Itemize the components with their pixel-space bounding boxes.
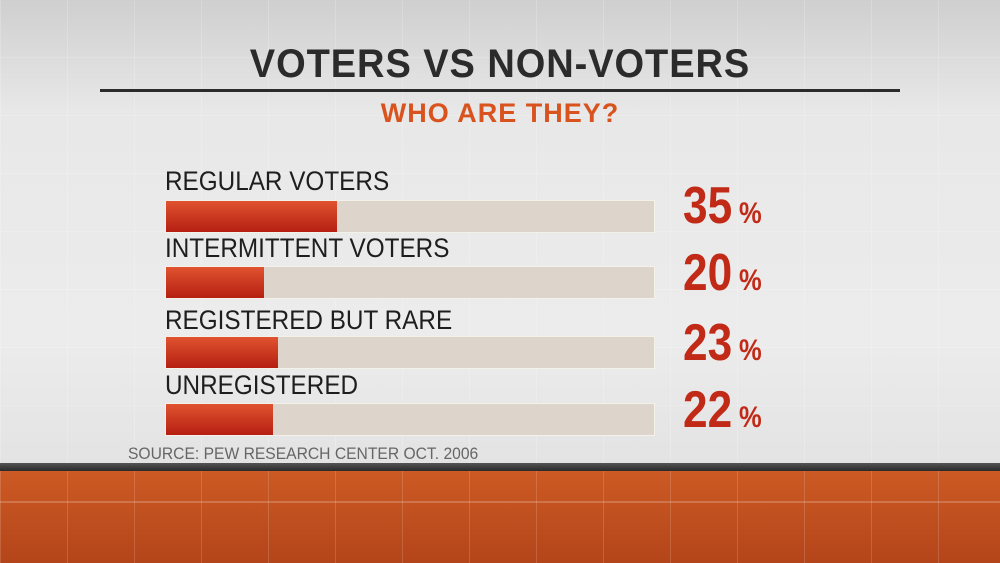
bar (166, 337, 279, 368)
bar-label: REGULAR VOTERS (165, 166, 390, 196)
bar-track (165, 403, 655, 436)
percent-sign: % (738, 197, 762, 230)
separator (0, 463, 1000, 471)
source-note: SOURCE: PEW RESEARCH CENTER OCT. 2006 (128, 444, 479, 463)
chart-title: VOTERS VS NON-VOTERS (249, 42, 751, 86)
percent-sign: % (738, 264, 762, 297)
bar (166, 267, 264, 298)
value-number: 23 (683, 314, 733, 372)
bottom-band (0, 471, 1000, 563)
value-number: 35 (683, 177, 733, 235)
value-number: 20 (683, 244, 733, 302)
chart-subtitle: WHO ARE THEY? (380, 98, 620, 128)
value-number: 22 (683, 381, 733, 439)
value-label: 35% (683, 176, 762, 236)
bar-track (165, 200, 655, 233)
bar (166, 201, 337, 232)
percent-sign: % (738, 401, 762, 434)
bar-label: UNREGISTERED (165, 370, 359, 400)
value-label: 20% (683, 243, 762, 303)
value-label: 22% (683, 380, 762, 440)
title-rule (100, 89, 900, 92)
bar (166, 404, 274, 435)
value-label: 23% (683, 313, 762, 373)
bar-track (165, 336, 655, 369)
bar-label: INTERMITTENT VOTERS (165, 233, 450, 263)
percent-sign: % (738, 334, 762, 367)
bar-track (165, 266, 655, 299)
bar-label: REGISTERED BUT RARE (165, 305, 453, 335)
